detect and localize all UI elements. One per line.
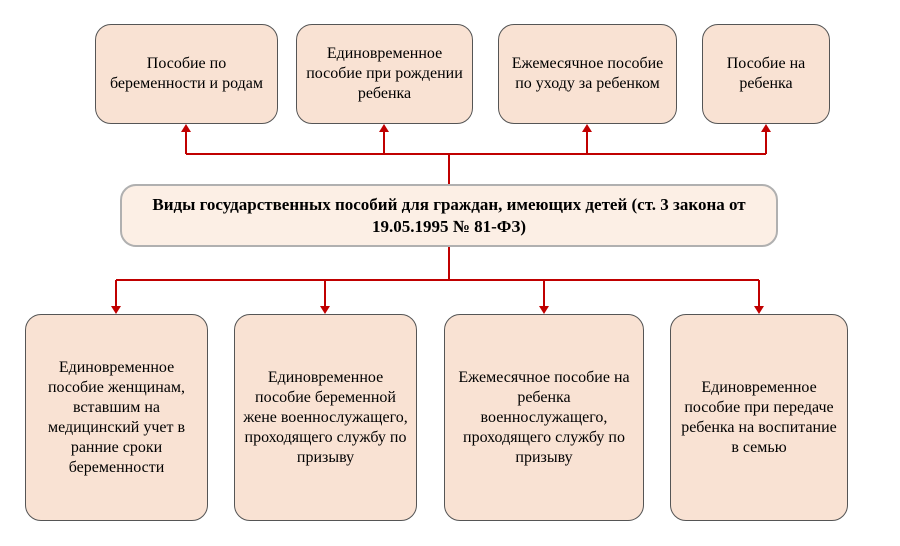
node-label: Единовременное пособие при передаче ребе… — [679, 378, 839, 458]
node-t2: Единовременное пособие при рождении ребе… — [296, 24, 473, 124]
node-t4: Пособие на ребенка — [702, 24, 830, 124]
node-label: Ежемесячное пособие по уходу за ребенком — [507, 54, 668, 94]
center-label: Виды государственных пособий для граждан… — [130, 194, 768, 237]
node-label: Ежемесячное пособие на ребенка военнослу… — [453, 368, 635, 468]
node-label: Единовременное пособие беременной жене в… — [243, 368, 408, 468]
node-label: Единовременное пособие при рождении ребе… — [305, 44, 464, 104]
node-t3: Ежемесячное пособие по уходу за ребенком — [498, 24, 677, 124]
node-b3: Ежемесячное пособие на ребенка военнослу… — [444, 314, 644, 521]
node-label: Пособие по беременности и родам — [104, 54, 269, 94]
node-label: Пособие на ребенка — [711, 54, 821, 94]
node-b4: Единовременное пособие при передаче ребе… — [670, 314, 848, 521]
node-label: Единовременное пособие женщинам, вставши… — [34, 358, 199, 478]
node-b1: Единовременное пособие женщинам, вставши… — [25, 314, 208, 521]
node-t1: Пособие по беременности и родам — [95, 24, 278, 124]
node-b2: Единовременное пособие беременной жене в… — [234, 314, 417, 521]
center-node: Виды государственных пособий для граждан… — [120, 184, 778, 247]
